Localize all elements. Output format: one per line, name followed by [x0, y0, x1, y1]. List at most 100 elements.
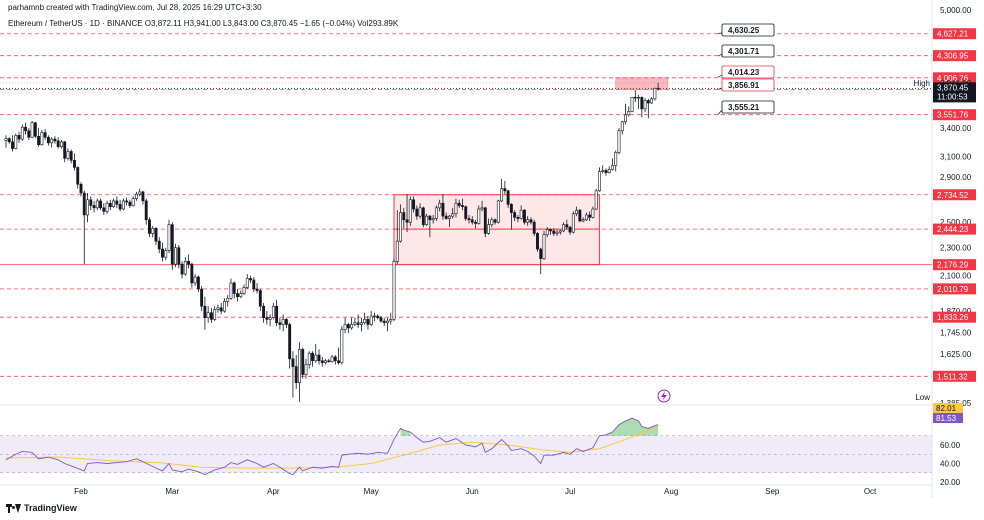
candle-body: [174, 247, 177, 265]
candle-body: [196, 276, 200, 290]
callout-box: [721, 78, 775, 92]
candle-body: [333, 356, 337, 362]
candle-body: [549, 229, 552, 232]
candle-body: [20, 126, 24, 140]
price-callouts: 4,630.25 4,301.71 4,014.23 3,856.91 3,555.21: [717, 23, 775, 115]
candle-body: [493, 219, 497, 223]
y-tick-label: 3,400.00: [940, 124, 972, 133]
callout-box: [721, 65, 775, 79]
candle-body: [356, 322, 360, 325]
candle-body: [275, 305, 279, 324]
candle-body: [69, 151, 73, 161]
candle-body: [128, 201, 132, 206]
candle-body: [438, 202, 442, 209]
candle-body: [294, 366, 298, 384]
callout-label: 3,856.91: [728, 81, 760, 90]
y-tick-label: 1,625.00: [940, 350, 972, 359]
ohlc-values: O3,872.11 H3,941.00 L3,843.00 C3,870.45 …: [144, 19, 399, 28]
candle-body: [209, 312, 213, 320]
candle-body: [467, 218, 471, 221]
callout-label: 3,555.21: [728, 103, 760, 112]
candle-body: [46, 136, 50, 144]
candle-body: [53, 138, 57, 142]
candle-body: [405, 219, 409, 223]
candle-body: [571, 213, 575, 233]
callout-label: 4,014.23: [728, 68, 760, 77]
candle-body: [412, 199, 416, 210]
level-label: 1,511.32: [937, 372, 968, 381]
candle-body: [144, 200, 148, 221]
candle-body: [148, 219, 151, 234]
candle-body: [431, 218, 435, 221]
candle-body: [56, 140, 60, 147]
candle-body: [118, 204, 122, 210]
candle-body: [588, 214, 592, 218]
candle-body: [474, 221, 477, 224]
candle-body: [177, 247, 181, 265]
rsi-tick-label: 60.00: [940, 441, 961, 450]
symbol-legend[interactable]: Ethereum / TetherUS · 1D · BINANCE O3,87…: [8, 19, 398, 28]
level-label-bg: [933, 223, 976, 235]
candle-body: [187, 261, 191, 265]
y-tick-label: 2,100.00: [940, 272, 972, 281]
callout-pointer: [717, 53, 723, 57]
candle-body: [643, 100, 647, 110]
y-tick-label: 2,300.00: [940, 244, 972, 253]
candle-body: [620, 121, 624, 132]
x-tick-label: Jun: [466, 487, 479, 496]
candle-body: [112, 200, 116, 207]
candle-body: [346, 324, 350, 329]
candle-body: [324, 360, 327, 363]
candle-body: [108, 202, 112, 207]
y-tick-label: 5,000.00: [940, 6, 972, 15]
candle-body: [170, 224, 174, 265]
candle-body: [434, 207, 438, 219]
candle-body: [545, 229, 549, 236]
candle-body: [340, 329, 344, 363]
candle-body: [232, 282, 236, 294]
candle-body: [79, 183, 83, 194]
candle-body: [552, 230, 556, 234]
candle-body: [268, 317, 272, 320]
candle-body: [337, 360, 341, 363]
candle-body: [624, 114, 627, 123]
candle-body: [43, 132, 47, 138]
level-label: 4,306.95: [937, 52, 969, 61]
level-label-bg: [933, 72, 976, 84]
candle-body: [353, 322, 357, 325]
high-label: High: [914, 79, 930, 88]
candle-body: [461, 205, 464, 207]
candle-body: [89, 199, 93, 206]
candle-body: [298, 349, 301, 384]
candle-body: [408, 199, 412, 223]
candle-body: [444, 215, 448, 219]
candle-body: [304, 364, 308, 375]
candle-body: [203, 305, 207, 319]
candle-body: [653, 87, 657, 100]
candle-body: [265, 317, 269, 320]
candle-body: [27, 130, 31, 138]
candle-body: [483, 207, 487, 234]
level-label-bg: [933, 259, 976, 271]
level-label: 3,551.76: [937, 111, 969, 120]
callout-box: [721, 23, 775, 37]
level-label: 2,734.52: [937, 191, 969, 200]
candle-body: [604, 170, 608, 173]
symbol-name[interactable]: Ethereum / TetherUS · 1D · BINANCE: [8, 19, 143, 28]
lightning-icon[interactable]: [657, 389, 671, 403]
candle-body: [301, 349, 305, 375]
candle-body: [63, 141, 67, 159]
candle-body: [33, 122, 37, 137]
candle-body: [255, 288, 259, 291]
candle-body: [640, 96, 644, 110]
candle-body: [92, 205, 96, 209]
candlestick-series: [4, 82, 660, 402]
candle-body: [242, 287, 246, 294]
level-label-bg: [933, 28, 976, 40]
callout-pointer: [717, 109, 723, 115]
level-label: 2,444.23: [937, 225, 969, 234]
candle-body: [86, 199, 89, 216]
candle-body: [311, 352, 314, 362]
candle-body: [284, 319, 288, 325]
